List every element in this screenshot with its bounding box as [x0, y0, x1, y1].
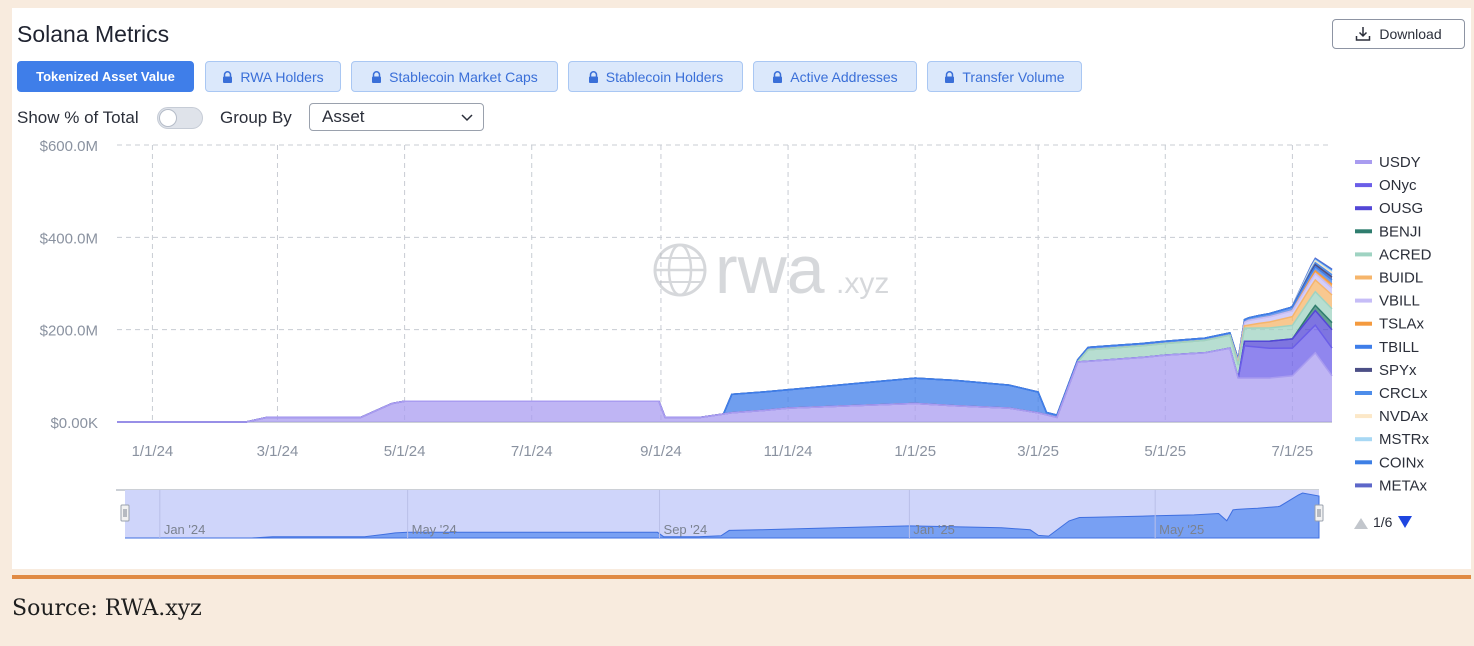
legend-pager: 1/6 [1354, 514, 1412, 530]
navigator: Jan '24 May '24 Sep '24 Jan '25 May '25 [116, 489, 1324, 539]
y-tick-label: $200.0M [40, 323, 98, 340]
chevron-down-icon [461, 114, 473, 122]
lock-icon [588, 70, 598, 83]
x-tick-label: 5/1/24 [384, 443, 426, 460]
download-button[interactable]: Download [1332, 19, 1465, 49]
x-tick-label: 7/1/25 [1272, 443, 1314, 460]
lock-icon [945, 70, 955, 83]
tab-label: Stablecoin Holders [605, 68, 724, 85]
tab-stablecoin-holders[interactable]: Stablecoin Holders [568, 61, 743, 92]
show-pct-toggle[interactable] [157, 107, 203, 129]
page-title: Solana Metrics [17, 21, 170, 47]
arrow-up-icon [1354, 518, 1368, 529]
navigator-tick-label: May '24 [412, 522, 457, 537]
download-label: Download [1379, 26, 1442, 42]
legend-item-ousg: OUSG [1379, 200, 1423, 217]
legend-swatch [1355, 321, 1372, 326]
legend-item-usdy: USDY [1379, 154, 1421, 171]
tab-active-addresses[interactable]: Active Addresses [753, 61, 917, 92]
x-tick-label: 5/1/25 [1144, 443, 1186, 460]
tab-label: Stablecoin Market Caps [389, 68, 538, 85]
group-by-value: Asset [322, 107, 365, 126]
legend-swatch [1355, 344, 1372, 349]
legend-swatch [1355, 206, 1372, 211]
legend-item-spyx: SPYx [1379, 362, 1417, 379]
tab-label: Tokenized Asset Value [36, 69, 175, 84]
group-by-select[interactable]: Asset [309, 103, 484, 131]
download-icon [1356, 27, 1371, 41]
legend-item-onyc: ONyc [1379, 177, 1417, 194]
y-tick-label: $400.0M [40, 230, 98, 247]
navigator-tick-label: May '25 [1159, 522, 1204, 537]
x-tick-label: 11/1/24 [764, 443, 813, 460]
y-tick-label: $0.00K [50, 415, 98, 432]
legend-item-tbill: TBILL [1379, 339, 1419, 356]
lock-icon [223, 70, 233, 83]
legend-swatch [1355, 414, 1372, 419]
tab-stablecoin-market-caps[interactable]: Stablecoin Market Caps [351, 61, 558, 92]
series-line-usdy [117, 347, 1333, 423]
series-area-acred [117, 291, 1332, 422]
stacked-areas [117, 257, 1333, 423]
navigator-handle[interactable] [120, 504, 130, 522]
navigator-handle[interactable] [1314, 504, 1324, 522]
divider [12, 575, 1471, 579]
group-by-label: Group By [220, 108, 292, 127]
legend-item-crclx: CRCLx [1379, 385, 1428, 402]
tab-tokenized-asset-value[interactable]: Tokenized Asset Value [17, 61, 194, 92]
legend-item-benji: BENJI [1379, 223, 1422, 240]
tab-rwa-holders[interactable]: RWA Holders [205, 61, 341, 92]
tab-label: Transfer Volume [962, 68, 1065, 85]
x-tick-label: 1/1/24 [132, 443, 174, 460]
legend-swatch [1355, 437, 1372, 442]
x-tick-label: 3/1/24 [257, 443, 299, 460]
legend-item-coinx: COINx [1379, 454, 1425, 471]
x-tick-label: 3/1/25 [1017, 443, 1059, 460]
legend-item-tslax: TSLAx [1379, 316, 1425, 333]
legend-swatch [1355, 229, 1372, 234]
series-area-usdy [117, 348, 1332, 422]
tab-label: Active Addresses [790, 68, 898, 85]
legend-item-mstrx: MSTRx [1379, 431, 1429, 448]
x-tick-label: 9/1/24 [640, 443, 682, 460]
legend-item-acred: ACRED [1379, 246, 1432, 263]
legend-swatch [1355, 160, 1372, 164]
chart-card: Solana Metrics Download Tokenized Asset … [12, 8, 1471, 569]
navigator-series [125, 492, 1320, 539]
legend-swatch [1355, 460, 1372, 465]
legend-swatch [1355, 275, 1372, 280]
legend: USDY ONyc OUSG BENJI ACRED BUIDL VBILL TSLAx TBI… [1355, 154, 1432, 494]
legend-swatch [1355, 391, 1372, 395]
x-tick-label: 7/1/24 [511, 443, 553, 460]
source-note: Source: RWA.xyz [12, 596, 202, 621]
toggle-knob [159, 109, 177, 127]
legend-swatch [1355, 183, 1372, 188]
x-tick-label: 1/1/25 [894, 443, 936, 460]
chart-controls: Show % of Total Group By Asset [17, 103, 617, 133]
lock-icon [372, 70, 382, 83]
legend-item-nvdax: NVDAx [1379, 408, 1429, 425]
lock-icon [773, 70, 783, 83]
watermark: rwa .xyz [653, 232, 889, 308]
grid [117, 144, 1332, 423]
y-tick-label: $600.0M [40, 138, 98, 155]
legend-item-buidl: BUIDL [1379, 270, 1423, 287]
legend-swatch [1355, 367, 1372, 372]
legend-swatch [1355, 298, 1372, 303]
legend-item-metax: METAx [1379, 477, 1428, 494]
tab-label: RWA Holders [240, 68, 324, 85]
navigator-tick-label: Jan '24 [164, 522, 206, 537]
navigator-tick-label: Jan '25 [913, 522, 955, 537]
chart-area: $0.00K $200.0M $400.0M $600.0M 1/1/24 3/1/24 5… [40, 138, 1432, 539]
arrow-down-icon[interactable] [1398, 516, 1412, 528]
legend-item-vbill: VBILL [1379, 293, 1420, 310]
watermark-suffix: .xyz [836, 267, 889, 300]
show-pct-label: Show % of Total [17, 108, 139, 127]
legend-swatch [1355, 483, 1372, 488]
watermark-text: rwa [715, 232, 825, 308]
legend-swatch [1355, 252, 1372, 257]
legend-page-indicator: 1/6 [1373, 514, 1393, 530]
navigator-tick-label: Sep '24 [664, 522, 708, 537]
tab-transfer-volume[interactable]: Transfer Volume [927, 61, 1082, 92]
